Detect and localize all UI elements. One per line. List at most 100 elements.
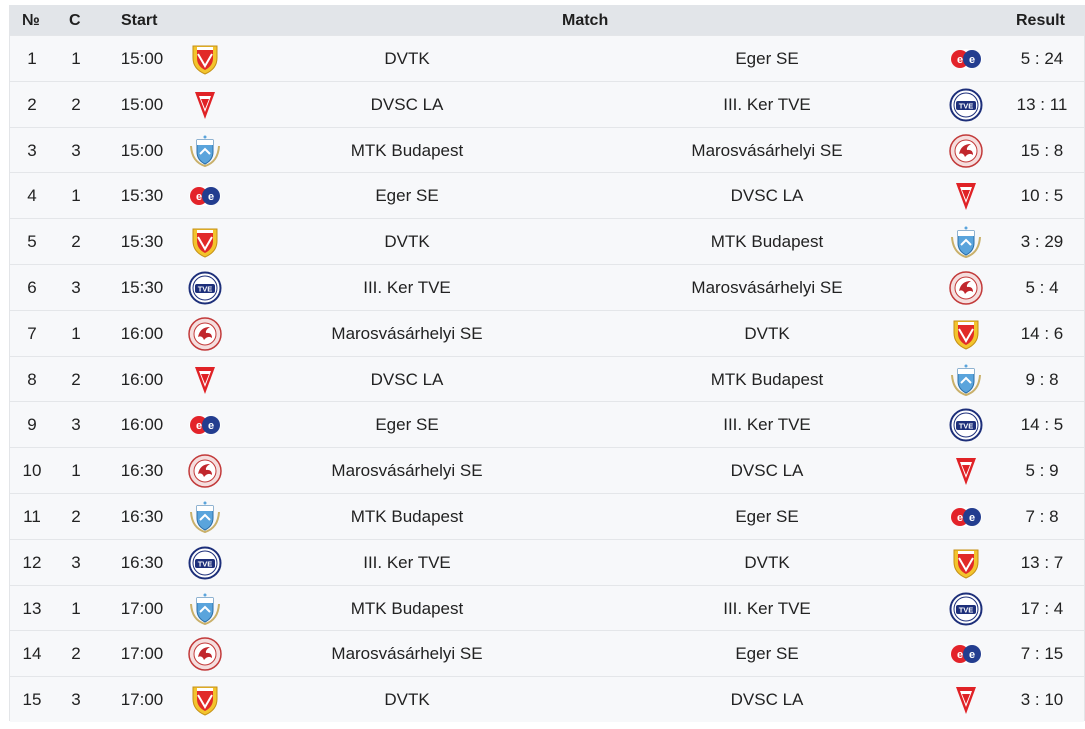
header-number: №: [22, 12, 40, 29]
start-time: 16:30: [120, 552, 164, 572]
svg-text:e: e: [208, 420, 214, 432]
match-number: 5: [27, 232, 37, 252]
home-team: MTK Budapest: [350, 598, 464, 618]
away-team: Eger SE: [735, 49, 799, 68]
svg-text:TVE: TVE: [198, 285, 213, 294]
court-number: 1: [71, 323, 81, 343]
table-row: 2 2 15:00 DVSC LA III. Ker TVE TVE 13 : 11: [10, 80, 1084, 127]
match-result: 14 : 6: [1020, 323, 1064, 343]
dvtk-crest-icon: [949, 546, 983, 580]
marosvasarhely-seal-icon: [949, 133, 983, 168]
match-result: 15 : 8: [1020, 140, 1064, 160]
tve-badge-icon: TVE: [949, 88, 983, 122]
match-number: 7: [27, 323, 37, 343]
court-number: 3: [71, 690, 81, 710]
svg-text:e: e: [969, 54, 975, 66]
home-team: MTK Budapest: [350, 507, 464, 526]
match-result: 3 : 29: [1020, 232, 1064, 252]
svg-text:e: e: [969, 512, 975, 524]
start-time: 15:30: [120, 186, 164, 206]
away-team: Eger SE: [735, 644, 799, 664]
court-number: 1: [71, 186, 81, 206]
match-result: 9 : 8: [1025, 369, 1059, 389]
svg-text:e: e: [957, 54, 963, 66]
start-time: 15:00: [120, 49, 164, 68]
svg-text:TVE: TVE: [198, 559, 213, 568]
away-team: Marosvásárhelyi SE: [691, 140, 843, 160]
mtk-crest-icon: [949, 225, 983, 259]
start-time: 15:00: [120, 140, 164, 160]
start-time: 16:30: [120, 461, 164, 481]
dvsc-pennant-icon: [949, 454, 983, 488]
mtk-crest-icon: [188, 500, 222, 534]
mtk-crest-icon: [949, 363, 983, 397]
svg-text:e: e: [196, 420, 202, 432]
schedule-table: № C Start Match Result 1 1 15:00 DVTK Eger S…: [9, 5, 1085, 723]
match-number: 10: [22, 461, 42, 481]
match-number: 2: [27, 94, 37, 114]
dvsc-pennant-icon: [188, 88, 222, 122]
table-row: 8 2 16:00 DVSC LA MTK Budapest 9 : 8: [10, 355, 1084, 402]
away-team: MTK Budapest: [710, 369, 824, 389]
tve-badge-icon: TVE: [188, 546, 222, 580]
away-team: DVSC LA: [730, 461, 804, 481]
home-team: Marosvásárhelyi SE: [331, 461, 483, 481]
match-number: 8: [27, 369, 37, 389]
court-number: 3: [71, 140, 81, 160]
table-row: 1 1 15:00 DVTK Eger SE e e 5 : 24: [10, 35, 1084, 81]
match-result: 10 : 5: [1020, 186, 1064, 206]
start-time: 15:30: [120, 232, 164, 252]
svg-text:TVE: TVE: [959, 422, 974, 431]
home-team: DVTK: [384, 49, 430, 68]
dvtk-crest-icon: [949, 317, 983, 351]
away-team: III. Ker TVE: [723, 598, 811, 618]
table-row: 5 2 15:30 DVTK MTK Budapest 3 : 29: [10, 218, 1084, 265]
match-result: 5 : 4: [1025, 278, 1059, 297]
home-team: MTK Budapest: [350, 140, 464, 160]
table-row: 6 3 15:30 TVE III. Ker TVE Marosvásárhelyi SE…: [10, 264, 1084, 310]
home-team: III. Ker TVE: [363, 552, 451, 572]
match-number: 3: [27, 140, 37, 160]
svg-text:TVE: TVE: [959, 101, 974, 110]
tve-badge-icon: TVE: [949, 408, 983, 442]
away-team: DVTK: [744, 552, 790, 572]
table-row: 15 3 17:00 DVTK DVSC LA 3 : 10: [10, 676, 1084, 723]
match-result: 7 : 15: [1020, 644, 1064, 664]
start-time: 15:00: [120, 94, 164, 114]
start-time: 17:00: [120, 644, 164, 664]
court-number: 1: [71, 461, 81, 481]
court-number: 2: [71, 369, 81, 389]
match-result: 5 : 9: [1025, 461, 1059, 481]
home-team: Eger SE: [375, 186, 439, 206]
court-number: 2: [71, 644, 81, 664]
home-team: DVSC LA: [370, 369, 444, 389]
table-row: 11 2 16:30 MTK Budapest Eger SE e e 7 : 8: [10, 493, 1084, 539]
away-team: Eger SE: [735, 507, 799, 526]
match-result: 13 : 11: [1016, 94, 1068, 114]
away-team: III. Ker TVE: [723, 94, 811, 114]
table-row: 10 1 16:30 Marosvásárhelyi SE DVSC LA 5 : 9: [10, 447, 1084, 494]
home-team: Eger SE: [375, 415, 439, 435]
table-row: 3 3 15:00 MTK Budapest Marosvásárhelyi SE 15 …: [10, 126, 1084, 173]
start-time: 16:00: [120, 415, 164, 435]
away-team: DVSC LA: [730, 186, 804, 206]
marosvasarhely-seal-icon: [949, 271, 983, 305]
svg-text:e: e: [957, 512, 963, 524]
dvtk-crest-icon: [188, 225, 222, 259]
match-number: 6: [27, 278, 37, 297]
home-team: Marosvásárhelyi SE: [331, 323, 483, 343]
court-number: 2: [71, 507, 81, 526]
header-start: Start: [121, 12, 158, 29]
start-time: 17:00: [120, 598, 164, 618]
mtk-crest-icon: [188, 134, 222, 168]
start-time: 16:00: [120, 323, 164, 343]
match-result: 5 : 24: [1020, 49, 1064, 68]
header-match: Match: [562, 12, 609, 29]
match-number: 9: [27, 415, 37, 435]
table-row: 13 1 17:00 MTK Budapest III. Ker TVE TVE 17 : …: [10, 584, 1084, 631]
court-number: 3: [71, 552, 81, 572]
away-team: Marosvásárhelyi SE: [691, 278, 843, 297]
table-row: 12 3 16:30 TVE III. Ker TVE DVTK 13 : 7: [10, 538, 1084, 585]
